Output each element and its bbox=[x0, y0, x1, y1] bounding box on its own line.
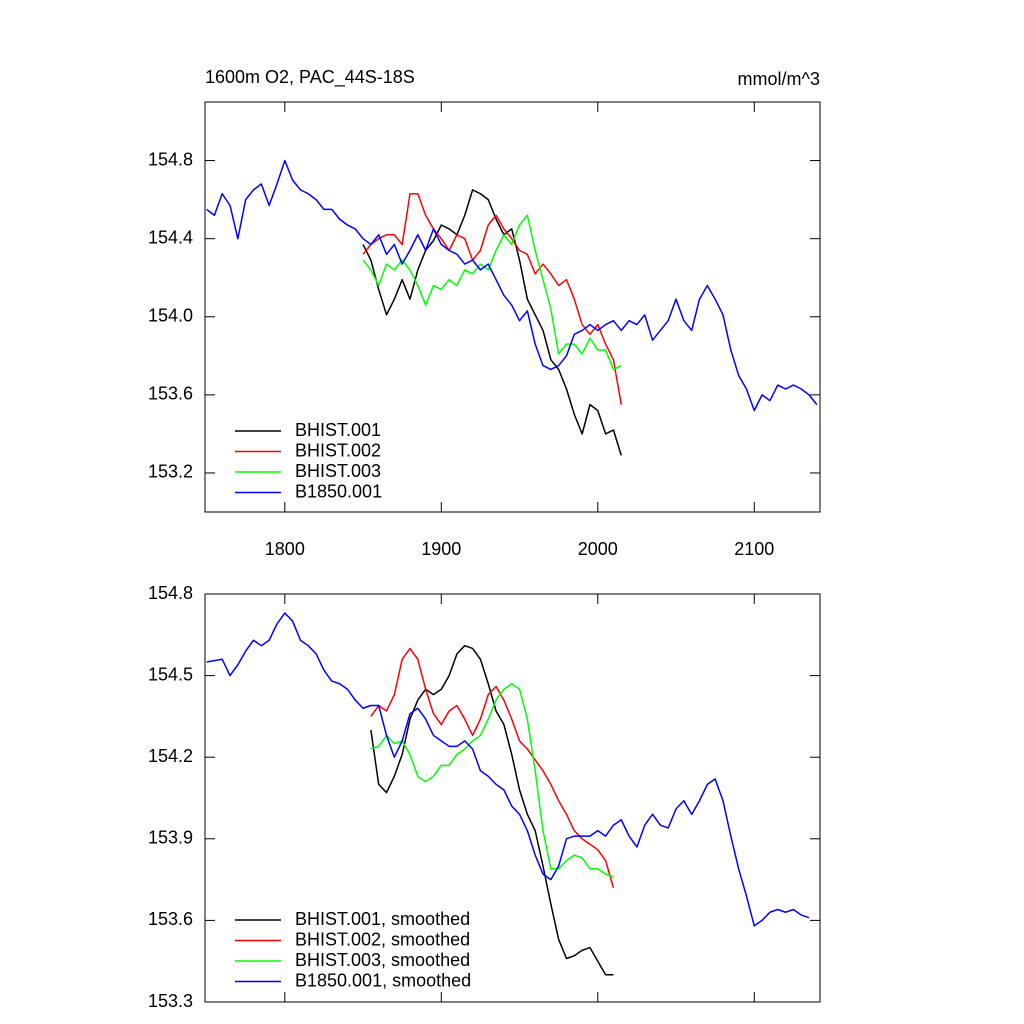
legend-label: BHIST.001, smoothed bbox=[295, 909, 470, 929]
y-tick-label: 153.3 bbox=[148, 991, 193, 1011]
y-tick-label: 154.8 bbox=[148, 149, 193, 169]
series-line bbox=[362, 193, 622, 405]
x-tick-label: 2000 bbox=[578, 539, 618, 559]
legend-label: B1850.001 bbox=[295, 481, 382, 501]
series-line bbox=[206, 612, 810, 927]
legend-label: B1850.001, smoothed bbox=[295, 970, 471, 990]
series-line bbox=[370, 647, 615, 888]
series-line bbox=[370, 644, 614, 976]
chart-title: 1600m O2, PAC_44S-18S bbox=[205, 67, 415, 88]
series-line bbox=[362, 189, 622, 456]
series-line bbox=[370, 683, 614, 878]
y-tick-label: 154.2 bbox=[148, 746, 193, 766]
legend-label: BHIST.001 bbox=[295, 420, 381, 440]
legend-label: BHIST.002 bbox=[295, 440, 381, 460]
legend-label: BHIST.003, smoothed bbox=[295, 950, 470, 970]
y-tick-label: 153.6 bbox=[148, 384, 193, 404]
x-tick-label: 2100 bbox=[734, 539, 774, 559]
series-line bbox=[206, 159, 818, 412]
y-tick-label: 153.6 bbox=[148, 909, 193, 929]
y-tick-label: 154.5 bbox=[148, 664, 193, 684]
units-label: mmol/m^3 bbox=[738, 69, 820, 89]
y-tick-label: 153.9 bbox=[148, 828, 193, 848]
legend-label: BHIST.002, smoothed bbox=[295, 929, 470, 949]
series-line bbox=[362, 214, 622, 371]
legend-label: BHIST.003 bbox=[295, 461, 381, 481]
plot-frame bbox=[204, 593, 821, 1003]
y-tick-label: 153.2 bbox=[148, 462, 193, 482]
x-tick-label: 1800 bbox=[265, 539, 305, 559]
x-tick-label: 1900 bbox=[421, 539, 461, 559]
plot-frame bbox=[204, 101, 821, 513]
y-tick-label: 154.0 bbox=[148, 306, 193, 326]
y-tick-label: 154.8 bbox=[148, 583, 193, 603]
y-tick-label: 154.4 bbox=[148, 227, 193, 247]
